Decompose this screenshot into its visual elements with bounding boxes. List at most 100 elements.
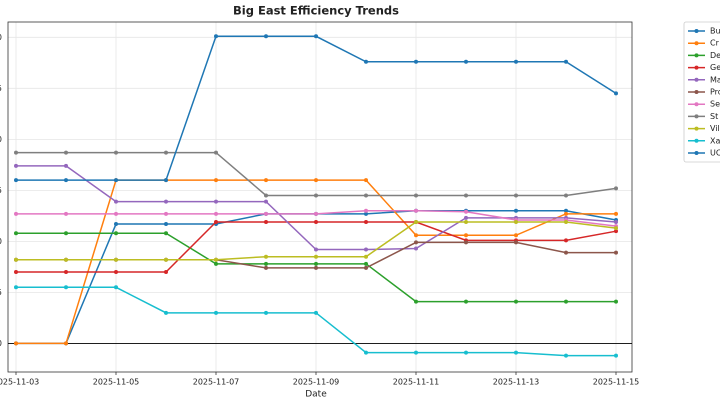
data-point <box>114 211 118 216</box>
legend-marker <box>694 29 699 33</box>
data-point <box>264 193 268 198</box>
data-point <box>164 150 168 155</box>
data-point <box>14 257 18 262</box>
data-point <box>514 220 518 224</box>
data-point <box>314 247 318 252</box>
data-point <box>464 59 468 64</box>
legend-label: Ma <box>710 75 720 84</box>
data-point <box>64 341 68 346</box>
data-point <box>614 186 618 191</box>
data-point <box>164 211 168 216</box>
data-point <box>414 246 418 251</box>
data-point <box>214 211 218 216</box>
legend-marker <box>694 151 699 155</box>
legend-label: UC <box>710 149 720 158</box>
data-point <box>564 299 568 304</box>
data-point <box>214 150 218 155</box>
data-point <box>164 199 168 204</box>
data-point <box>214 310 218 315</box>
data-point <box>614 250 618 255</box>
legend-marker <box>694 41 699 46</box>
data-point <box>64 150 68 155</box>
data-point <box>264 199 268 204</box>
legend-label: Se <box>710 100 720 109</box>
data-point <box>314 193 318 198</box>
x-tick-label: 2025-11-13 <box>493 378 540 387</box>
data-point <box>164 222 168 227</box>
data-point <box>564 220 568 224</box>
plot-frame <box>7 21 633 373</box>
data-point <box>514 208 518 213</box>
legend-label: St <box>710 112 718 121</box>
data-point <box>364 178 368 183</box>
x-axis-label: Date <box>305 390 327 400</box>
legend-marker <box>694 65 699 70</box>
legend-marker <box>694 126 699 131</box>
data-point <box>414 59 418 64</box>
data-point <box>214 220 218 224</box>
data-point <box>564 193 568 198</box>
data-point <box>514 299 518 304</box>
data-point <box>264 261 268 266</box>
data-point <box>514 350 518 355</box>
legend-marker <box>694 90 699 94</box>
data-point <box>314 261 318 266</box>
data-point <box>64 270 68 274</box>
data-point <box>414 350 418 355</box>
data-point <box>364 193 368 198</box>
x-tick-label: 2025-11-07 <box>193 378 240 387</box>
data-point <box>464 193 468 198</box>
x-tick-label: 2025-11-03 <box>0 378 39 387</box>
data-point <box>564 211 568 216</box>
data-point <box>414 208 418 213</box>
x-tick-label: 2025-11-15 <box>593 378 640 387</box>
data-point <box>214 261 218 266</box>
data-point <box>164 310 168 315</box>
data-point <box>564 208 568 213</box>
legend-marker <box>694 138 699 143</box>
data-point <box>264 254 268 259</box>
data-point <box>164 231 168 236</box>
data-point <box>614 299 618 304</box>
data-point <box>314 211 318 216</box>
data-point <box>564 353 568 358</box>
data-point <box>114 178 118 183</box>
legend-marker <box>694 53 699 58</box>
data-point <box>464 233 468 238</box>
data-point <box>314 34 318 39</box>
data-point <box>64 285 68 290</box>
data-point <box>264 220 268 224</box>
y-tick-label: 25 <box>0 84 2 93</box>
legend-label: Pro <box>710 88 720 97</box>
data-point <box>114 231 118 236</box>
data-point <box>114 270 118 274</box>
data-point <box>14 163 18 168</box>
data-point <box>414 233 418 238</box>
data-point <box>614 211 618 216</box>
legend-marker <box>694 114 699 119</box>
data-point <box>464 209 468 214</box>
data-point <box>364 350 368 355</box>
data-point <box>314 178 318 183</box>
data-point <box>64 257 68 262</box>
data-point <box>464 215 468 220</box>
data-point <box>514 193 518 198</box>
data-point <box>414 299 418 304</box>
data-point <box>314 220 318 224</box>
data-point <box>364 208 368 213</box>
data-point <box>364 220 368 224</box>
data-point <box>364 254 368 259</box>
data-point <box>114 222 118 227</box>
data-point <box>264 265 268 270</box>
data-point <box>214 199 218 204</box>
data-point <box>364 265 368 270</box>
data-point <box>614 226 618 231</box>
legend-label: Bu <box>710 27 720 36</box>
data-point <box>164 257 168 262</box>
legend-marker <box>694 77 699 82</box>
data-point <box>114 150 118 155</box>
data-point <box>14 285 18 290</box>
data-point <box>464 240 468 245</box>
data-point <box>14 270 18 274</box>
x-tick-label: 2025-11-05 <box>93 378 140 387</box>
